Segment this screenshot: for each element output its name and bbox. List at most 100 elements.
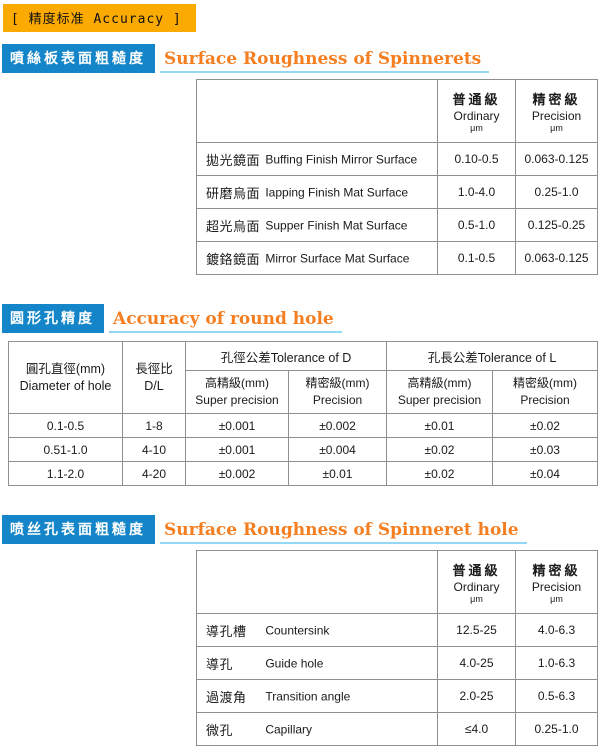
- d-super-value: ±0.001: [185, 437, 289, 462]
- surface-type-cell: 鍍鉻鏡面 Mirror Surface Mat Surface: [196, 241, 438, 275]
- page-title-banner: [ 精度标准 Accuracy ]: [3, 4, 196, 32]
- table-row: 導孔槽 Countersink 12.5-25 4.0-6.3: [196, 613, 598, 647]
- header-precision-en: Precision: [312, 393, 363, 407]
- section-title-en: Surface Roughness of Spinneret hole: [160, 518, 527, 544]
- feature-cell: 導孔槽 Countersink: [196, 613, 438, 647]
- diameter-value: 1.1-2.0: [8, 461, 123, 486]
- diameter-value: 0.1-0.5: [8, 413, 123, 438]
- feature-cn: 過渡角: [206, 689, 247, 705]
- dl-value: 4-10: [122, 437, 186, 462]
- precision-value: 4.0-6.3: [515, 613, 598, 647]
- section-header-spinneret-hole: 喷丝孔表面粗糙度 Surface Roughness of Spinneret …: [2, 515, 604, 544]
- column-header-en: Ordinary: [453, 580, 500, 594]
- column-header-en: Precision: [531, 109, 582, 123]
- section-header-round-hole: 圆形孔精度 Accuracy of round hole: [2, 304, 604, 333]
- surface-type-en: Supper Finish Mat Surface: [265, 218, 408, 232]
- column-header-l-super: 高精級(mm) Super precision: [386, 370, 494, 414]
- table-row: 導孔 Guide hole 4.0-25 1.0-6.3: [196, 646, 598, 680]
- header-diameter-cn: 圓孔直徑(mm): [25, 361, 106, 376]
- blank-header-cell: [196, 550, 438, 614]
- table-row: 超光烏面 Supper Finish Mat Surface 0.5-1.0 0…: [196, 208, 598, 242]
- round-hole-accuracy-table: 圓孔直徑(mm) Diameter of hole 長徑比 D/L 孔徑公差To…: [8, 341, 599, 486]
- feature-en: Transition angle: [265, 689, 351, 703]
- surface-type-cn: 拋光鏡面: [206, 152, 261, 168]
- spinneret-hole-roughness-table: 普通級 Ordinary μm 精密級 Precision μm 導孔槽 Cou…: [196, 550, 598, 746]
- column-header-unit: μm: [470, 123, 483, 133]
- d-super-value: ±0.002: [185, 461, 289, 486]
- ordinary-value: 0.1-0.5: [437, 241, 516, 275]
- d-precision-value: ±0.01: [287, 461, 388, 486]
- d-precision-value: ±0.004: [287, 437, 388, 462]
- column-header-ordinary: 普通級 Ordinary μm: [437, 550, 516, 614]
- column-header-unit: μm: [470, 594, 483, 604]
- ordinary-value: 2.0-25: [437, 679, 516, 713]
- header-super-cn: 高精級(mm): [407, 376, 472, 390]
- table-row: 研磨烏面 Iapping Finish Mat Surface 1.0-4.0 …: [196, 175, 598, 209]
- table-row: 拋光鏡面 Buffing Finish Mirror Surface 0.10-…: [196, 142, 598, 176]
- dl-value: 4-20: [122, 461, 186, 486]
- feature-cell: 過渡角 Transition angle: [196, 679, 438, 713]
- section-header-spinneret-surface: 噴絲板表面粗糙度 Surface Roughness of Spinnerets: [2, 44, 604, 73]
- precision-value: 0.5-6.3: [515, 679, 598, 713]
- dl-value: 1-8: [122, 413, 186, 438]
- table-header-row: 圓孔直徑(mm) Diameter of hole 長徑比 D/L 孔徑公差To…: [8, 341, 599, 414]
- table-row: 微孔 Capillary ≤4.0 0.25-1.0: [196, 712, 598, 746]
- table-header-row: 普通級 Ordinary μm 精密級 Precision μm: [196, 79, 598, 143]
- diameter-value: 0.51-1.0: [8, 437, 123, 462]
- column-header-d-precision: 精密級(mm) Precision: [287, 370, 388, 414]
- spinneret-surface-roughness-table: 普通級 Ordinary μm 精密級 Precision μm 拋光鏡面 Bu…: [196, 79, 598, 275]
- l-super-value: ±0.02: [386, 437, 494, 462]
- feature-en: Guide hole: [265, 656, 324, 670]
- ordinary-value: 1.0-4.0: [437, 175, 516, 209]
- l-super-value: ±0.01: [386, 413, 494, 438]
- feature-cn: 導孔: [206, 656, 234, 672]
- surface-type-cn: 鍍鉻鏡面: [206, 251, 261, 267]
- feature-en: Countersink: [265, 623, 330, 637]
- column-header-precision: 精密級 Precision μm: [515, 550, 598, 614]
- d-precision-value: ±0.002: [287, 413, 388, 438]
- l-precision-value: ±0.04: [492, 461, 599, 486]
- surface-type-en: Buffing Finish Mirror Surface: [265, 152, 418, 166]
- header-precision-cn: 精密級(mm): [513, 376, 578, 390]
- column-header-ordinary: 普通級 Ordinary μm: [437, 79, 516, 143]
- feature-en: Capillary: [265, 722, 313, 736]
- column-header-unit: μm: [550, 594, 563, 604]
- ordinary-value: 0.5-1.0: [437, 208, 516, 242]
- surface-type-cell: 研磨烏面 Iapping Finish Mat Surface: [196, 175, 438, 209]
- table-row: 0.51-1.0 4-10 ±0.001 ±0.004 ±0.02 ±0.03: [8, 437, 599, 462]
- surface-type-cn: 超光烏面: [206, 218, 261, 234]
- precision-value: 0.25-1.0: [515, 175, 598, 209]
- ordinary-value: 12.5-25: [437, 613, 516, 647]
- feature-cell: 導孔 Guide hole: [196, 646, 438, 680]
- feature-cell: 微孔 Capillary: [196, 712, 438, 746]
- surface-type-cell: 超光烏面 Supper Finish Mat Surface: [196, 208, 438, 242]
- blank-header-cell: [196, 79, 438, 143]
- surface-type-cell: 拋光鏡面 Buffing Finish Mirror Surface: [196, 142, 438, 176]
- surface-type-en: Iapping Finish Mat Surface: [265, 185, 409, 199]
- column-header-d-super: 高精級(mm) Super precision: [185, 370, 289, 414]
- column-header-diameter: 圓孔直徑(mm) Diameter of hole: [8, 341, 123, 414]
- column-header-ratio: 長徑比 D/L: [122, 341, 186, 414]
- group-header-tolerance-l: 孔長公差Tolerance of L: [386, 341, 599, 371]
- section-title-en: Surface Roughness of Spinnerets: [160, 47, 490, 73]
- section-title-cn-badge: 喷丝孔表面粗糙度: [2, 515, 155, 544]
- header-ratio-cn: 長徑比: [135, 361, 173, 376]
- column-header-en: Ordinary: [453, 109, 500, 123]
- precision-value: 0.063-0.125: [515, 142, 598, 176]
- header-super-cn: 高精級(mm): [205, 376, 269, 390]
- table-row: 0.1-0.5 1-8 ±0.001 ±0.002 ±0.01 ±0.02: [8, 413, 599, 438]
- header-diameter-en: Diameter of hole: [19, 378, 112, 393]
- surface-type-cn: 研磨烏面: [206, 185, 261, 201]
- precision-value: 0.125-0.25: [515, 208, 598, 242]
- precision-value: 1.0-6.3: [515, 646, 598, 680]
- header-super-en: Super precision: [195, 393, 279, 407]
- column-header-en: Precision: [531, 580, 582, 594]
- feature-cn: 微孔: [206, 722, 234, 738]
- header-super-en: Super precision: [397, 393, 482, 407]
- ordinary-value: ≤4.0: [437, 712, 516, 746]
- d-super-value: ±0.001: [185, 413, 289, 438]
- column-header-cn: 普通級: [452, 92, 501, 107]
- header-ratio-en: D/L: [144, 378, 164, 393]
- ordinary-value: 0.10-0.5: [437, 142, 516, 176]
